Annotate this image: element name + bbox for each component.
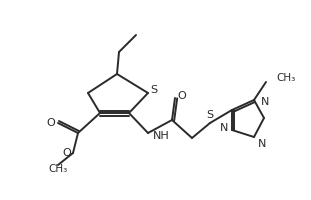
Text: N: N [258,139,267,149]
Text: O: O [63,148,72,158]
Text: S: S [151,85,158,95]
Text: CH₃: CH₃ [49,164,67,174]
Text: CH₃: CH₃ [276,73,295,83]
Text: N: N [261,97,269,107]
Text: N: N [220,123,228,133]
Text: O: O [47,118,55,128]
Text: NH: NH [153,131,170,141]
Text: S: S [207,110,214,120]
Text: O: O [178,91,186,101]
